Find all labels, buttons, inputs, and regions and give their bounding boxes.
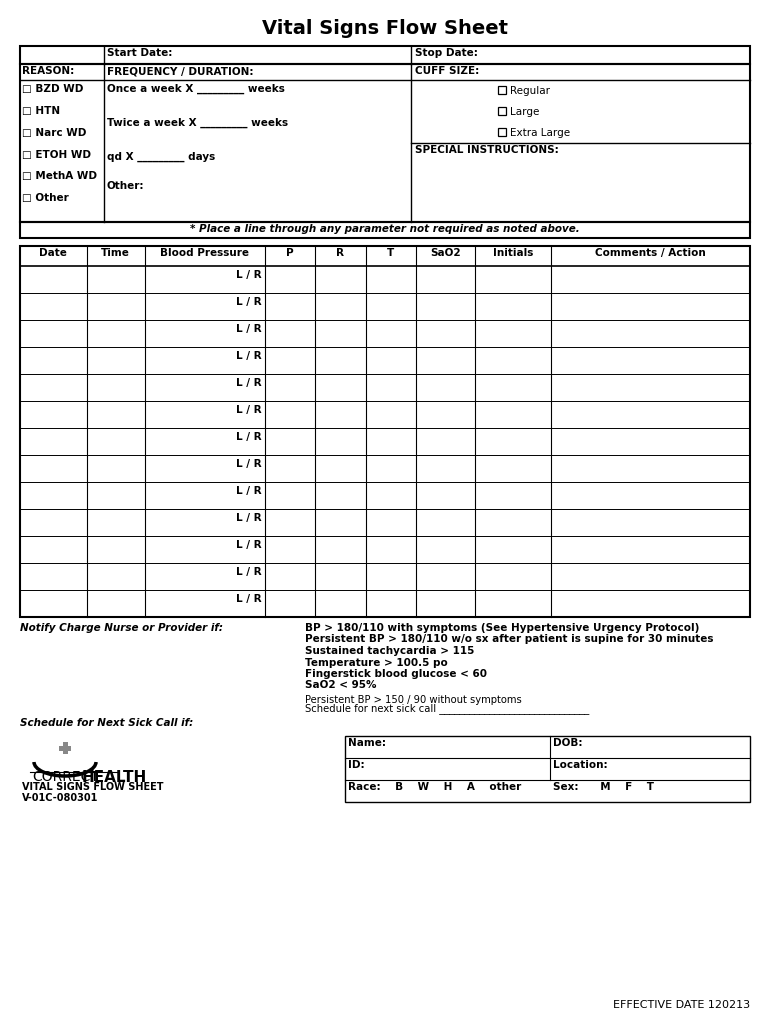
Text: L / R: L / R bbox=[236, 351, 262, 361]
Text: SPECIAL INSTRUCTIONS:: SPECIAL INSTRUCTIONS: bbox=[414, 145, 558, 155]
Text: Temperature > 100.5 po: Temperature > 100.5 po bbox=[305, 657, 447, 668]
Text: qd X _________ days: qd X _________ days bbox=[107, 153, 215, 163]
Text: Large: Large bbox=[511, 106, 540, 117]
Text: Schedule for Next Sick Call if:: Schedule for Next Sick Call if: bbox=[20, 718, 193, 728]
Text: FREQUENCY / DURATION:: FREQUENCY / DURATION: bbox=[107, 66, 253, 76]
Text: CORRECT: CORRECT bbox=[32, 770, 99, 784]
Text: □ HTN: □ HTN bbox=[22, 105, 60, 116]
Text: □ ETOH WD: □ ETOH WD bbox=[22, 150, 91, 160]
Text: Date: Date bbox=[39, 248, 67, 258]
Text: □ BZD WD: □ BZD WD bbox=[22, 84, 83, 94]
Text: CUFF SIZE:: CUFF SIZE: bbox=[414, 66, 479, 76]
Text: DOB:: DOB: bbox=[553, 738, 582, 748]
Text: * Place a line through any parameter not required as noted above.: * Place a line through any parameter not… bbox=[190, 224, 580, 234]
Text: VITAL SIGNS FLOW SHEET: VITAL SIGNS FLOW SHEET bbox=[22, 782, 163, 792]
Text: Initials: Initials bbox=[493, 248, 534, 258]
Text: Fingerstick blood glucose < 60: Fingerstick blood glucose < 60 bbox=[305, 669, 487, 679]
Bar bbox=[20, 46, 750, 63]
Bar bbox=[20, 222, 750, 238]
Text: L / R: L / R bbox=[236, 486, 262, 496]
Text: Schedule for next sick call ______________________________: Schedule for next sick call ____________… bbox=[305, 703, 589, 715]
Text: L / R: L / R bbox=[236, 540, 262, 550]
Text: □ Other: □ Other bbox=[22, 194, 69, 203]
Text: L / R: L / R bbox=[236, 378, 262, 388]
Text: R: R bbox=[336, 248, 344, 258]
Bar bbox=[345, 736, 750, 802]
Text: Sustained tachycardia > 115: Sustained tachycardia > 115 bbox=[305, 646, 474, 656]
Text: ID:: ID: bbox=[348, 760, 365, 770]
Text: L / R: L / R bbox=[236, 459, 262, 469]
Text: Blood Pressure: Blood Pressure bbox=[160, 248, 249, 258]
Text: SaO2: SaO2 bbox=[430, 248, 460, 258]
Bar bbox=[20, 63, 750, 222]
Bar bbox=[498, 86, 506, 94]
Text: L / R: L / R bbox=[236, 270, 262, 280]
Text: Persistent BP > 180/110 w/o sx after patient is supine for 30 minutes: Persistent BP > 180/110 w/o sx after pat… bbox=[305, 635, 713, 644]
Text: Start Date:: Start Date: bbox=[107, 48, 172, 58]
Text: Comments / Action: Comments / Action bbox=[595, 248, 706, 258]
Text: Once a week X _________ weeks: Once a week X _________ weeks bbox=[107, 84, 285, 94]
Text: EFFECTIVE DATE 120213: EFFECTIVE DATE 120213 bbox=[613, 1000, 750, 1010]
Text: BP > 180/110 with symptoms (See Hypertensive Urgency Protocol): BP > 180/110 with symptoms (See Hyperten… bbox=[305, 623, 699, 633]
Text: L / R: L / R bbox=[236, 324, 262, 334]
Text: P: P bbox=[286, 248, 294, 258]
Bar bbox=[498, 106, 506, 115]
Text: Regular: Regular bbox=[511, 86, 550, 96]
Bar bbox=[498, 128, 506, 136]
Text: L / R: L / R bbox=[236, 567, 262, 577]
Text: Race:    B    W    H    A    other: Race: B W H A other bbox=[348, 782, 521, 792]
Text: SaO2 < 95%: SaO2 < 95% bbox=[305, 681, 377, 690]
Text: Name:: Name: bbox=[348, 738, 386, 748]
Text: L / R: L / R bbox=[236, 406, 262, 415]
Bar bbox=[59, 745, 71, 751]
Text: V-01C-080301: V-01C-080301 bbox=[22, 793, 99, 803]
Text: Extra Large: Extra Large bbox=[511, 128, 571, 138]
Bar bbox=[62, 742, 68, 754]
Text: Time: Time bbox=[102, 248, 130, 258]
Text: Other:: Other: bbox=[107, 180, 145, 190]
Bar bbox=[20, 246, 750, 617]
Text: Sex:      M    F    T: Sex: M F T bbox=[553, 782, 654, 792]
Text: REASON:: REASON: bbox=[22, 66, 74, 76]
Text: Twice a week X _________ weeks: Twice a week X _________ weeks bbox=[107, 118, 288, 128]
Text: HEALTH: HEALTH bbox=[82, 770, 147, 785]
Text: L / R: L / R bbox=[236, 513, 262, 523]
Text: □ Narc WD: □ Narc WD bbox=[22, 128, 86, 137]
Text: Vital Signs Flow Sheet: Vital Signs Flow Sheet bbox=[262, 19, 508, 38]
Text: Stop Date:: Stop Date: bbox=[414, 48, 477, 58]
Text: L / R: L / R bbox=[236, 594, 262, 604]
Text: Persistent BP > 150 / 90 without symptoms: Persistent BP > 150 / 90 without symptom… bbox=[305, 695, 521, 706]
Text: □ MethA WD: □ MethA WD bbox=[22, 171, 97, 181]
Text: T: T bbox=[387, 248, 394, 258]
Text: L / R: L / R bbox=[236, 432, 262, 442]
Text: L / R: L / R bbox=[236, 297, 262, 307]
Text: Location:: Location: bbox=[553, 760, 608, 770]
Text: Notify Charge Nurse or Provider if:: Notify Charge Nurse or Provider if: bbox=[20, 623, 223, 633]
